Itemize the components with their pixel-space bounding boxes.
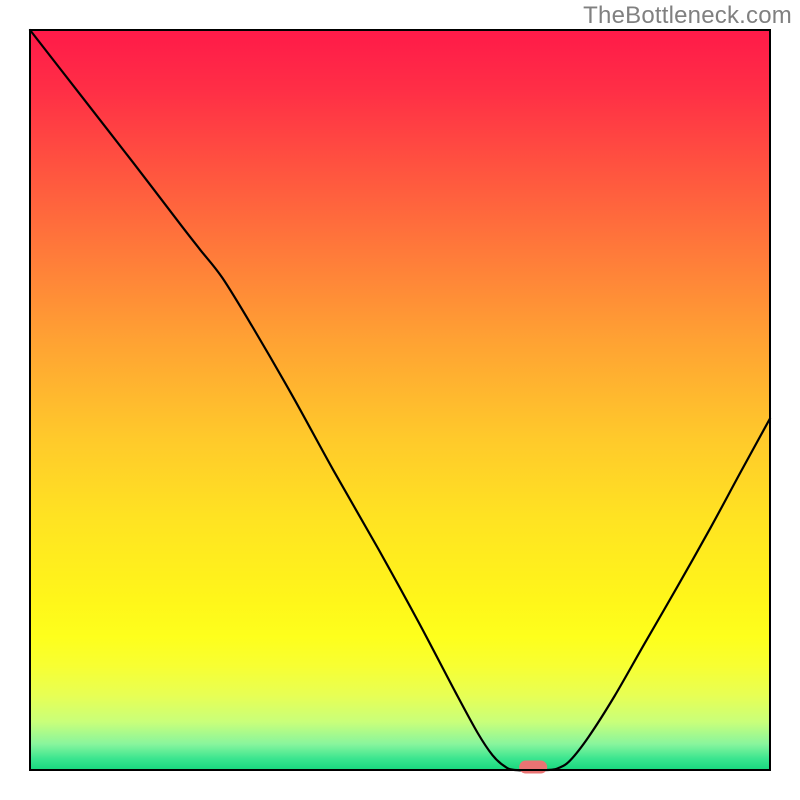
chart-stage: TheBottleneck.com <box>0 0 800 800</box>
optimum-marker <box>519 761 547 774</box>
chart-svg <box>0 0 800 800</box>
watermark-text: TheBottleneck.com <box>583 2 792 30</box>
chart-background <box>30 30 770 770</box>
